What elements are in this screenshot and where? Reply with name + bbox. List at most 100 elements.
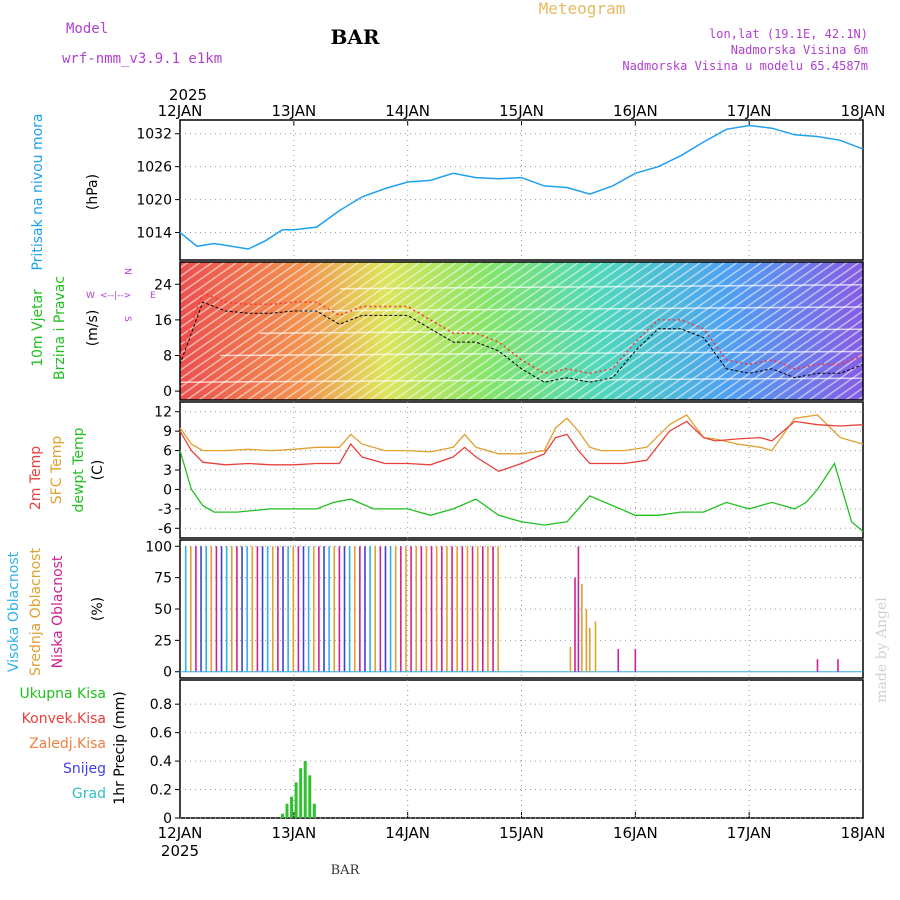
y-tick-label: 16: [154, 313, 172, 329]
year-top: 2025: [169, 86, 207, 104]
precip-bar: [294, 782, 298, 818]
y-tick-label: 0.2: [150, 783, 172, 799]
legend-snow: Snijeg: [63, 761, 106, 777]
pressure-ylabel: Pritisak na nivou mora: [30, 113, 46, 270]
wind-compass: W E N S <--|-->: [86, 268, 156, 322]
station-title: BAR: [330, 25, 379, 49]
x-axis-top: 12JAN 13JAN 14JAN 15JAN 16JAN 17JAN 18JAN: [158, 102, 886, 126]
x-axis-bottom: 12JAN 13JAN 14JAN 15JAN 16JAN 17JAN 18JAN: [158, 812, 886, 842]
wind-unit: (m/s): [85, 310, 101, 347]
wind-speed-line: [179, 301, 864, 383]
cloud-unit: (%): [90, 597, 106, 621]
y-tick-label: 9: [163, 424, 172, 440]
x-tick-label-top: 12JAN: [158, 102, 203, 120]
precip-bar: [285, 803, 289, 818]
model-elevation-label: Nadmorska Visina u modelu 65.4587m: [622, 59, 868, 73]
wind-barb-row: [259, 328, 864, 334]
wind-barb-row: [299, 306, 864, 312]
model-name: wrf-nmm_v3.9.1 e1km: [62, 51, 222, 67]
legend-freezing-rain: Zaledj.Kisa: [29, 736, 106, 752]
precip-panel: 0 0.2 0.4 0.6 0.8 Ukupna Kisa Konvek.Kisa Za…: [19, 679, 864, 827]
x-tick-label-bottom: 16JAN: [613, 824, 658, 842]
precip-ylabel: 1hr Precip (mm): [112, 691, 128, 804]
temp-unit: (C): [90, 460, 106, 481]
temp-dewpt-label: dewpt Temp: [71, 427, 87, 512]
legend-hail: Grad: [72, 786, 106, 802]
x-tick-label-top: 16JAN: [613, 102, 658, 120]
temperature-panel: -6 -3 0 3 6 9 12 2m Temp SFC Temp dewpt Temp (…: [28, 401, 864, 539]
lonlat-label: lon,lat (19.1E, 42.1N): [709, 27, 868, 41]
legend-total-rain: Ukupna Kisa: [19, 686, 106, 702]
wind-frame: [179, 261, 864, 401]
cloud-panel: 0 25 50 75 100 Visoka Oblacnost Srednja Obla…: [6, 539, 864, 681]
precip-bar: [312, 803, 316, 818]
pressure-unit: (hPa): [85, 174, 101, 210]
y-tick-label: 0: [163, 811, 172, 827]
x-tick-label-top: 18JAN: [841, 102, 886, 120]
y-tick-label: 24: [154, 277, 172, 293]
precip-bar: [308, 775, 312, 818]
precip-legend: Ukupna Kisa Konvek.Kisa Zaledj.Kisa Snij…: [19, 686, 106, 802]
y-tick-label: 3: [163, 463, 172, 479]
temp-2m-label: 2m Temp: [28, 446, 44, 510]
x-tick-label-bottom: 17JAN: [727, 824, 772, 842]
svg-text:<--|-->: <--|-->: [100, 291, 131, 301]
x-tick-label-top: 17JAN: [727, 102, 772, 120]
x-tick-label-top: 13JAN: [271, 102, 316, 120]
x-tick-label-top: 15JAN: [499, 102, 544, 120]
x-tick-label-bottom: 13JAN: [271, 824, 316, 842]
pressure-series-line: [179, 124, 864, 250]
y-tick-label: 0: [163, 665, 172, 681]
2m-temp-line: [179, 420, 864, 473]
precip-bar: [280, 813, 284, 818]
wind-barb-row: [219, 350, 864, 357]
y-tick-label: -3: [158, 502, 172, 518]
precip-bar: [299, 768, 303, 818]
y-tick-label: 1032: [136, 127, 172, 143]
y-tick-label: 8: [163, 348, 172, 364]
precip-bar: [303, 761, 307, 818]
y-tick-label: -6: [158, 521, 172, 537]
y-tick-label: 0.4: [150, 754, 172, 770]
footer-station: BAR: [331, 863, 361, 878]
x-tick-label-bottom: 15JAN: [499, 824, 544, 842]
watermark: made by Angel: [874, 597, 890, 703]
y-tick-label: 0: [163, 384, 172, 400]
x-tick-label-bottom: 18JAN: [841, 824, 886, 842]
elevation-label: Nadmorska Visina 6m: [731, 43, 868, 57]
y-tick-label: 1014: [136, 226, 172, 242]
y-tick-label: 1020: [136, 193, 172, 209]
wind-ylabel: 10m Vjetar: [30, 289, 46, 367]
wind-barb-row: [339, 283, 864, 290]
compass-north: N: [122, 268, 132, 275]
y-tick-label: 1026: [136, 160, 172, 176]
model-label: Model: [66, 21, 108, 37]
wind-ylabel-2: Brzina i Pravac: [52, 276, 68, 380]
dewpoint-line: [179, 450, 864, 532]
cloud-high-label: Visoka Oblacnost: [6, 551, 22, 672]
compass-west: W: [86, 291, 95, 301]
compass-east: E: [150, 291, 156, 301]
y-tick-label: 6: [163, 444, 172, 460]
chart-title: Meteogram: [539, 0, 626, 18]
y-tick-label: 50: [154, 602, 172, 618]
sfc-temp-line: [179, 414, 864, 455]
y-tick-label: 100: [145, 539, 172, 555]
y-tick-label: 0.8: [150, 697, 172, 713]
y-tick-label: 75: [154, 571, 172, 587]
compass-south: S: [122, 316, 132, 322]
x-tick-label-bottom: 14JAN: [385, 824, 430, 842]
y-tick-label: 0.6: [150, 726, 172, 742]
x-tick-label-top: 14JAN: [385, 102, 430, 120]
y-tick-label: 12: [154, 405, 172, 421]
cloud-low-label: Niska Oblacnost: [50, 555, 66, 668]
year-bottom: 2025: [161, 842, 199, 860]
precip-bar: [290, 796, 294, 818]
temp-sfc-label: SFC Temp: [49, 436, 65, 505]
y-tick-label: 0: [163, 482, 172, 498]
x-tick-label-bottom: 12JAN: [158, 824, 203, 842]
y-tick-label: 25: [154, 633, 172, 649]
